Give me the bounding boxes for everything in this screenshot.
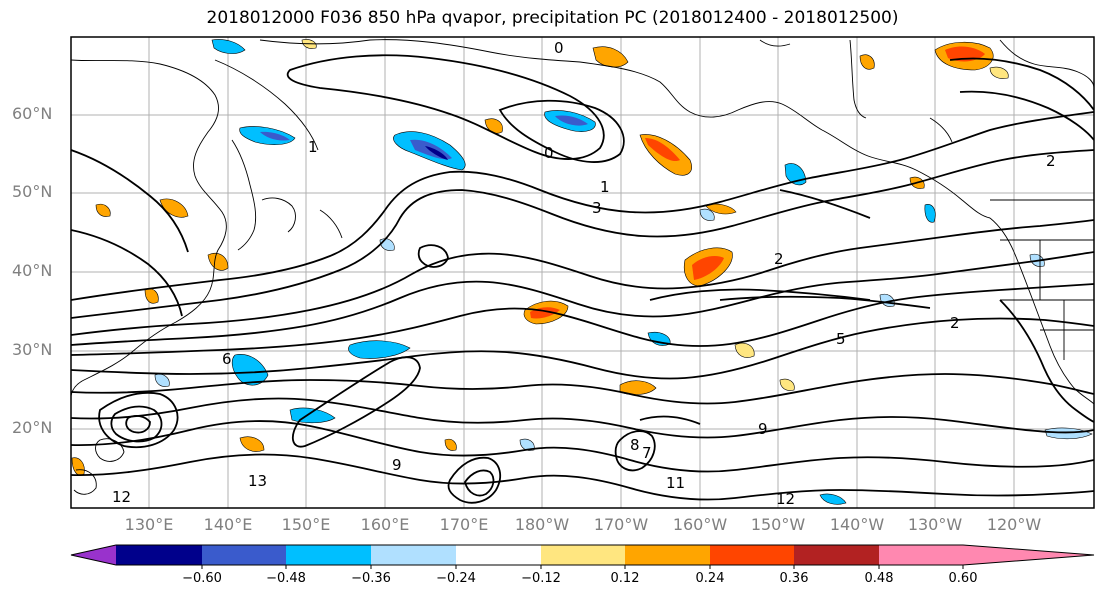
lon-label-150w: 150°W xyxy=(750,515,806,534)
lon-label-130e: 130°E xyxy=(124,515,174,534)
colorbar-tick-label: −0.36 xyxy=(351,571,391,586)
lat-label-50n: 50°N xyxy=(12,182,53,201)
contour-label-0-a: 0 xyxy=(554,39,564,57)
colorbar xyxy=(70,544,1095,569)
lon-label-140w: 140°W xyxy=(829,515,885,534)
map-frame xyxy=(70,36,1095,509)
map-title: 2018012000 F036 850 hPa qvapor, precipit… xyxy=(206,8,899,28)
contour-label-7: 7 xyxy=(642,444,652,462)
contour-labels: 0 0 1 1 2 2 2 3 5 6 7 8 9 9 11 12 12 13 xyxy=(112,39,1056,508)
contour-label-12-b: 12 xyxy=(112,488,131,506)
colorbar-tick-label: 0.60 xyxy=(948,571,978,586)
contour-lines xyxy=(71,54,1094,504)
colorbar-segment xyxy=(541,545,625,565)
colorbar-segment xyxy=(116,545,202,565)
colorbar-segment xyxy=(879,545,963,565)
lon-label-150e: 150°E xyxy=(281,515,331,534)
colorbar-tick-label: 0.48 xyxy=(864,571,894,586)
contour-label-1-b: 1 xyxy=(600,178,610,196)
colorbar-tick-label: −0.60 xyxy=(182,571,222,586)
contour-label-9-b: 9 xyxy=(392,456,402,474)
contour-label-9-a: 9 xyxy=(758,420,768,438)
colorbar-segment xyxy=(286,545,371,565)
colorbar-extend-left xyxy=(71,545,116,565)
colorbar-tick-label: −0.48 xyxy=(266,571,306,586)
colorbar-segment xyxy=(202,545,286,565)
colorbar-tick-label: −0.12 xyxy=(521,571,561,586)
coastlines xyxy=(71,39,1094,495)
colorbar-tick-label: −0.24 xyxy=(436,571,476,586)
contour-label-11: 11 xyxy=(666,474,685,492)
contour-label-3: 3 xyxy=(592,199,602,217)
contour-label-13: 13 xyxy=(248,472,267,490)
lat-label-60n: 60°N xyxy=(12,104,53,123)
lon-label-160e: 160°E xyxy=(360,515,410,534)
lon-label-140e: 140°E xyxy=(203,515,253,534)
contour-label-5: 5 xyxy=(836,330,846,348)
contour-label-12-a: 12 xyxy=(776,490,795,508)
contour-label-8: 8 xyxy=(630,436,640,454)
contour-label-0-b: 0 xyxy=(544,144,554,162)
negative-anomaly-shading xyxy=(154,39,1093,505)
contour-label-2-c: 2 xyxy=(950,314,960,332)
colorbar-segment xyxy=(371,545,456,565)
colorbar-segment xyxy=(710,545,794,565)
map-field: 0 0 1 1 2 2 2 3 5 6 7 8 9 9 11 12 12 13 xyxy=(71,37,1094,508)
lon-label-160w: 160°W xyxy=(672,515,728,534)
lat-label-30n: 30°N xyxy=(12,340,53,359)
colorbar-tick-label: 0.24 xyxy=(695,571,725,586)
lon-label-170e: 170°E xyxy=(439,515,489,534)
contour-label-2-b: 2 xyxy=(774,250,784,268)
colorbar-tick-label: 0.36 xyxy=(779,571,809,586)
lon-label-180w: 180°W xyxy=(514,515,570,534)
contour-label-6: 6 xyxy=(222,350,232,368)
lon-label-170w: 170°W xyxy=(593,515,649,534)
positive-anomaly-shading xyxy=(71,39,1009,476)
lon-label-120w: 120°W xyxy=(986,515,1042,534)
colorbar-segment xyxy=(625,545,710,565)
colorbar-extend-right xyxy=(963,545,1094,565)
colorbar-segment xyxy=(794,545,879,565)
lat-label-40n: 40°N xyxy=(12,261,53,280)
colorbar-tick-label: 0.12 xyxy=(610,571,640,586)
contour-label-1-a: 1 xyxy=(308,138,318,156)
lon-label-130w: 130°W xyxy=(907,515,963,534)
lat-label-20n: 20°N xyxy=(12,418,53,437)
contour-label-2-a: 2 xyxy=(1046,152,1056,170)
colorbar-segment xyxy=(456,545,541,565)
